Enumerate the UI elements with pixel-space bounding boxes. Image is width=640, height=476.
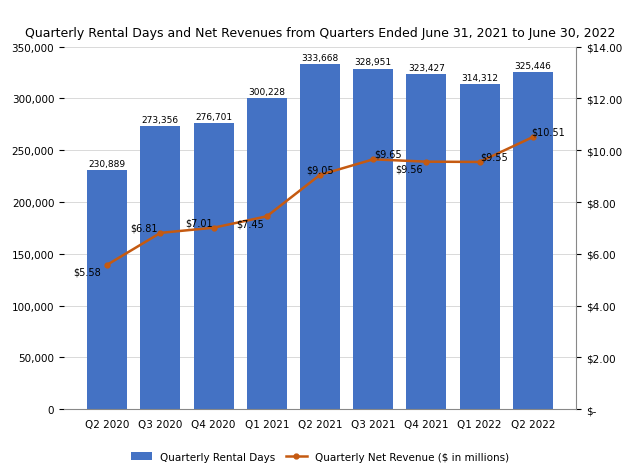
Text: $5.58: $5.58	[73, 268, 101, 278]
Bar	[194, 123, 234, 409]
Quarterly Net Revenue ($ in millions)	[476, 160, 483, 166]
Bar	[300, 64, 340, 409]
Quarterly Net Revenue ($ in millions)	[263, 214, 271, 220]
Legend: Quarterly Rental Days, Quarterly Net Revenue ($ in millions): Quarterly Rental Days, Quarterly Net Rev…	[127, 448, 513, 466]
Quarterly Net Revenue ($ in millions)	[422, 159, 430, 165]
Bar	[353, 69, 393, 409]
Text: 333,668: 333,668	[301, 53, 339, 62]
Bar	[87, 171, 127, 409]
Title: Quarterly Rental Days and Net Revenues from Quarters Ended June 31, 2021 to June: Quarterly Rental Days and Net Revenues f…	[25, 27, 615, 40]
Text: 230,889: 230,889	[89, 159, 126, 169]
Text: $10.51: $10.51	[531, 127, 564, 137]
Bar	[247, 99, 287, 409]
Text: 300,228: 300,228	[248, 88, 285, 97]
Text: $9.56: $9.56	[396, 165, 423, 175]
Quarterly Net Revenue ($ in millions)	[369, 157, 377, 163]
Quarterly Net Revenue ($ in millions)	[157, 230, 164, 236]
Text: 328,951: 328,951	[355, 58, 392, 67]
Text: $6.81: $6.81	[131, 223, 158, 233]
Text: 273,356: 273,356	[142, 116, 179, 125]
Bar	[406, 75, 446, 409]
Bar	[513, 73, 553, 409]
Text: 314,312: 314,312	[461, 73, 498, 82]
Text: 325,446: 325,446	[515, 62, 551, 71]
Line: Quarterly Net Revenue ($ in millions): Quarterly Net Revenue ($ in millions)	[105, 135, 535, 268]
Text: $9.55: $9.55	[481, 152, 508, 162]
Text: $7.01: $7.01	[185, 218, 212, 228]
Quarterly Net Revenue ($ in millions)	[316, 173, 324, 178]
Quarterly Net Revenue ($ in millions)	[104, 262, 111, 268]
Quarterly Net Revenue ($ in millions)	[210, 225, 218, 231]
Text: 276,701: 276,701	[195, 112, 232, 121]
Text: 323,427: 323,427	[408, 64, 445, 73]
Text: $9.65: $9.65	[374, 149, 402, 159]
Quarterly Net Revenue ($ in millions)	[529, 135, 536, 140]
Bar	[460, 84, 500, 409]
Text: $9.05: $9.05	[306, 165, 334, 175]
Text: $7.45: $7.45	[236, 219, 264, 229]
Bar	[140, 127, 180, 409]
